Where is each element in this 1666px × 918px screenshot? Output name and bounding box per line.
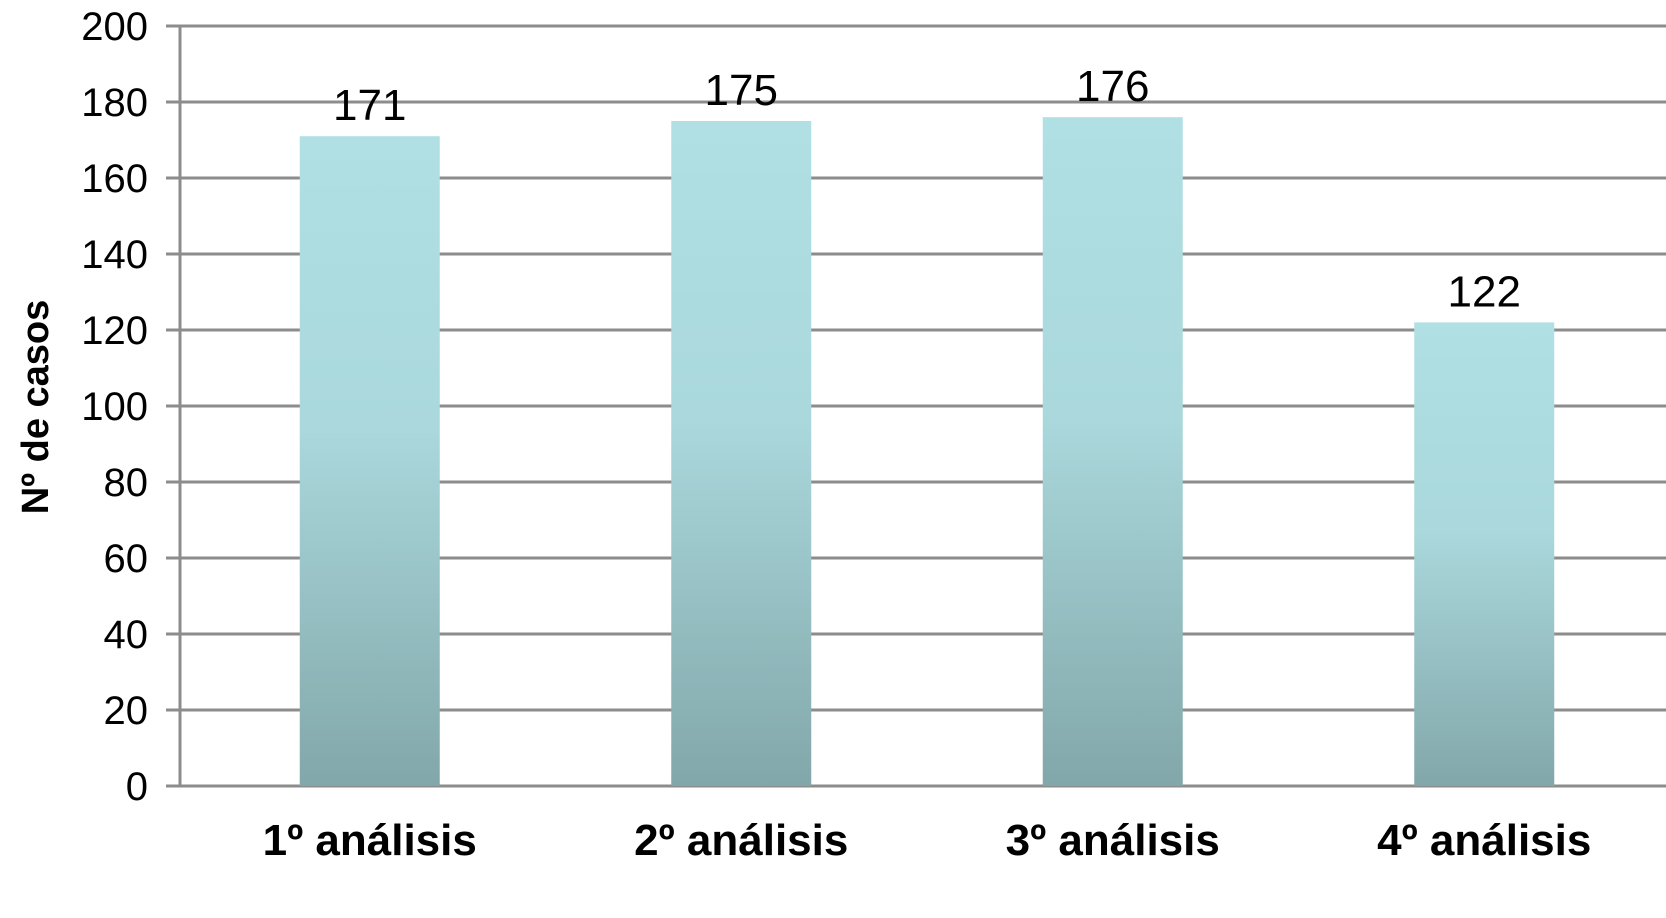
bar-value-label: 176 <box>1076 62 1149 111</box>
bar <box>1042 117 1183 786</box>
y-tick-label: 160 <box>81 157 148 201</box>
y-tick-label: 140 <box>81 233 148 277</box>
bar-value-label: 171 <box>333 81 406 130</box>
y-tick-label: 40 <box>104 613 149 657</box>
y-tick-label: 80 <box>104 461 149 505</box>
bars <box>299 117 1555 786</box>
x-category-label: 2º análisis <box>634 816 848 865</box>
x-category-label: 1º análisis <box>263 816 477 865</box>
y-tick-label: 120 <box>81 309 148 353</box>
y-tick-label: 0 <box>126 765 148 809</box>
y-tick-label: 200 <box>81 5 148 49</box>
y-tick-label: 100 <box>81 385 148 429</box>
axes <box>166 24 182 788</box>
bar-value-label: 175 <box>705 66 778 115</box>
bar-value-label: 122 <box>1448 267 1521 316</box>
bar <box>299 136 440 786</box>
bar <box>671 121 812 786</box>
y-tick-label: 180 <box>81 81 148 125</box>
labels: 0 20 40 60 80 100 120 140 160 180 200 171 1º análisi… <box>81 5 1591 865</box>
x-category-label: 3º análisis <box>1006 816 1220 865</box>
x-category-label: 4º análisis <box>1377 816 1591 865</box>
bar <box>1414 322 1555 786</box>
y-axis-title: Nº de casos <box>15 300 57 515</box>
y-tick-label: 20 <box>104 689 149 733</box>
y-tick-label: 60 <box>104 537 149 581</box>
